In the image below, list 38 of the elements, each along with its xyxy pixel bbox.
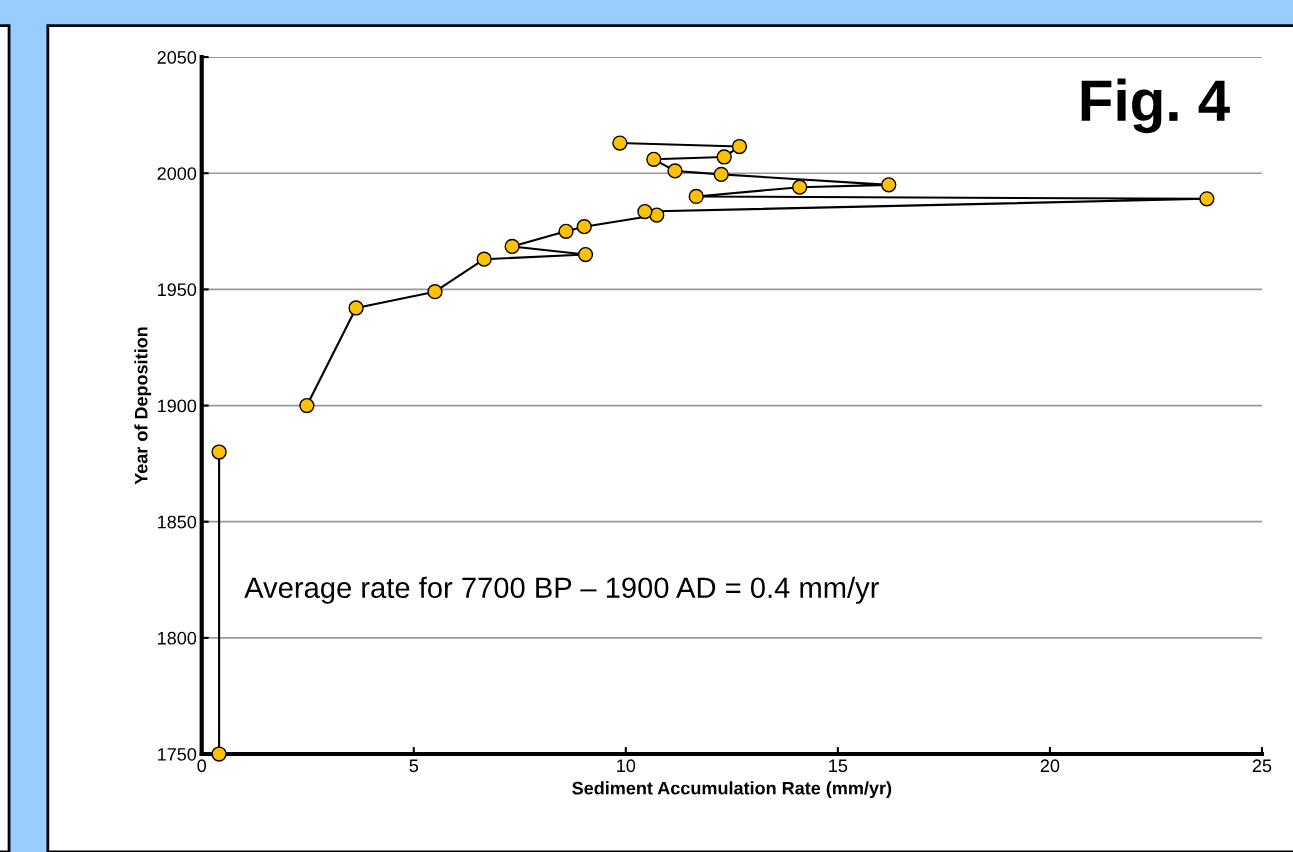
annotation: Fig. 4 (1081, 78, 1230, 134)
point (299, 397, 315, 414)
point (731, 138, 748, 155)
y-axis-title: Year of Deposition (134, 327, 152, 485)
x-tick-label: 0 (197, 759, 207, 773)
y-tick-label: 1950 (158, 283, 197, 297)
point (476, 251, 492, 267)
point (881, 177, 897, 193)
point (348, 300, 364, 316)
point (667, 163, 683, 179)
point (713, 166, 729, 183)
point (646, 151, 662, 167)
x-tick-label: 5 (409, 759, 419, 773)
point (427, 284, 443, 300)
annotation: Average rate for 7700 BP – 1900 AD = 0.4 mm/yr (244, 576, 879, 604)
x-tick-label: 25 (1252, 759, 1272, 773)
point (211, 746, 227, 762)
y-tick-label: 1900 (158, 399, 197, 413)
point (576, 219, 592, 235)
y-tick-label: 2050 (157, 51, 197, 64)
point (612, 135, 628, 151)
point (637, 203, 653, 220)
x-tick-label: 15 (829, 759, 848, 773)
point (558, 223, 574, 239)
x-tick-label: 10 (617, 759, 636, 773)
y-tick-label: 1800 (158, 631, 197, 645)
y-tick-label: 2000 (157, 167, 197, 180)
point (504, 238, 520, 255)
y-tick-label: 1750 (158, 747, 197, 761)
point (716, 149, 732, 165)
point (1199, 191, 1215, 207)
y-tick-label: 1850 (158, 515, 197, 529)
point (211, 444, 227, 460)
point (688, 188, 704, 205)
point (792, 179, 808, 195)
point (577, 246, 594, 263)
x-tick-label: 20 (1040, 759, 1060, 773)
x-axis-title: Sediment Accumulation Rate (mm/yr) (572, 781, 892, 799)
